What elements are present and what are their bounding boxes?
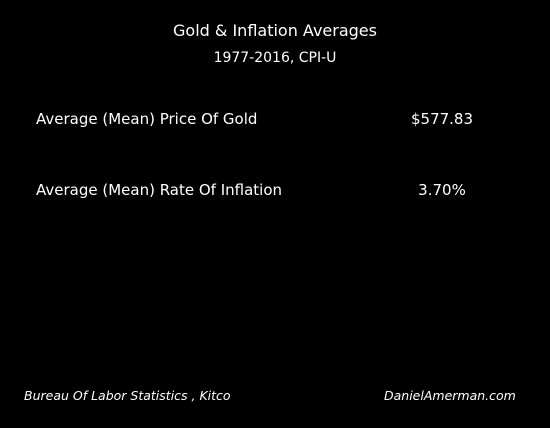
source-note: Bureau Of Labor Statistics , Kitco: [24, 388, 231, 403]
row-value: 3.70%: [418, 181, 466, 199]
subtitle: 1977-2016, CPI-U: [213, 50, 337, 66]
row-label: Average (Mean) Price Of Gold: [36, 110, 258, 128]
row-value: $577.83: [410, 110, 474, 128]
title: Gold & Inflation Averages: [173, 21, 377, 40]
row-label: Average (Mean) Rate Of Inflation: [36, 181, 283, 199]
site-credit: DanielAmerman.com: [384, 388, 516, 403]
